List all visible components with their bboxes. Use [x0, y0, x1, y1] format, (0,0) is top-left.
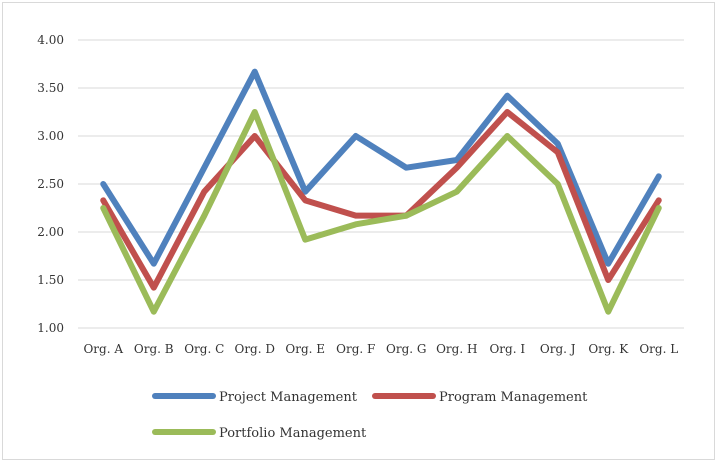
legend-label-1: Project Management [219, 390, 358, 405]
x-tick-label: Org. F [336, 342, 375, 356]
series-lines [100, 68, 662, 315]
x-tick-label: Org. D [234, 342, 275, 356]
y-tick-label: 3.00 [37, 129, 64, 143]
y-tick-label: 1.50 [37, 273, 64, 287]
legend: Project Management Program Management Port… [152, 390, 588, 441]
x-tick-label: Org. E [285, 342, 325, 356]
legend-label-2: Program Management [439, 390, 588, 405]
x-tick-label: Org. C [184, 342, 224, 356]
x-tick-label: Org. G [386, 342, 426, 356]
x-tick-label: Org. A [83, 342, 123, 356]
x-tick-label: Org. L [639, 342, 678, 356]
legend-label-3: Portfolio Management [219, 426, 367, 441]
x-tick-label: Org. B [134, 342, 174, 356]
y-tick-label: 2.50 [37, 177, 64, 191]
x-tick-label: Org. I [489, 342, 525, 356]
x-tick-label: Org. H [436, 342, 477, 356]
y-axis-ticks: 1.00 1.50 2.00 2.50 3.00 3.50 4.00 [37, 33, 64, 335]
series-line-1 [100, 68, 662, 267]
x-tick-label: Org. J [540, 342, 576, 356]
y-tick-label: 3.50 [37, 81, 64, 95]
y-tick-label: 4.00 [37, 33, 64, 47]
y-tick-label: 2.00 [37, 225, 64, 239]
series-line-3 [100, 109, 662, 315]
y-tick-label: 1.00 [37, 321, 64, 335]
x-axis-ticks: Org. A Org. B Org. C Org. D Org. E Org. F Org.… [83, 342, 678, 356]
gridlines [78, 39, 684, 329]
x-tick-label: Org. K [588, 342, 629, 356]
series-line-2 [100, 109, 662, 291]
